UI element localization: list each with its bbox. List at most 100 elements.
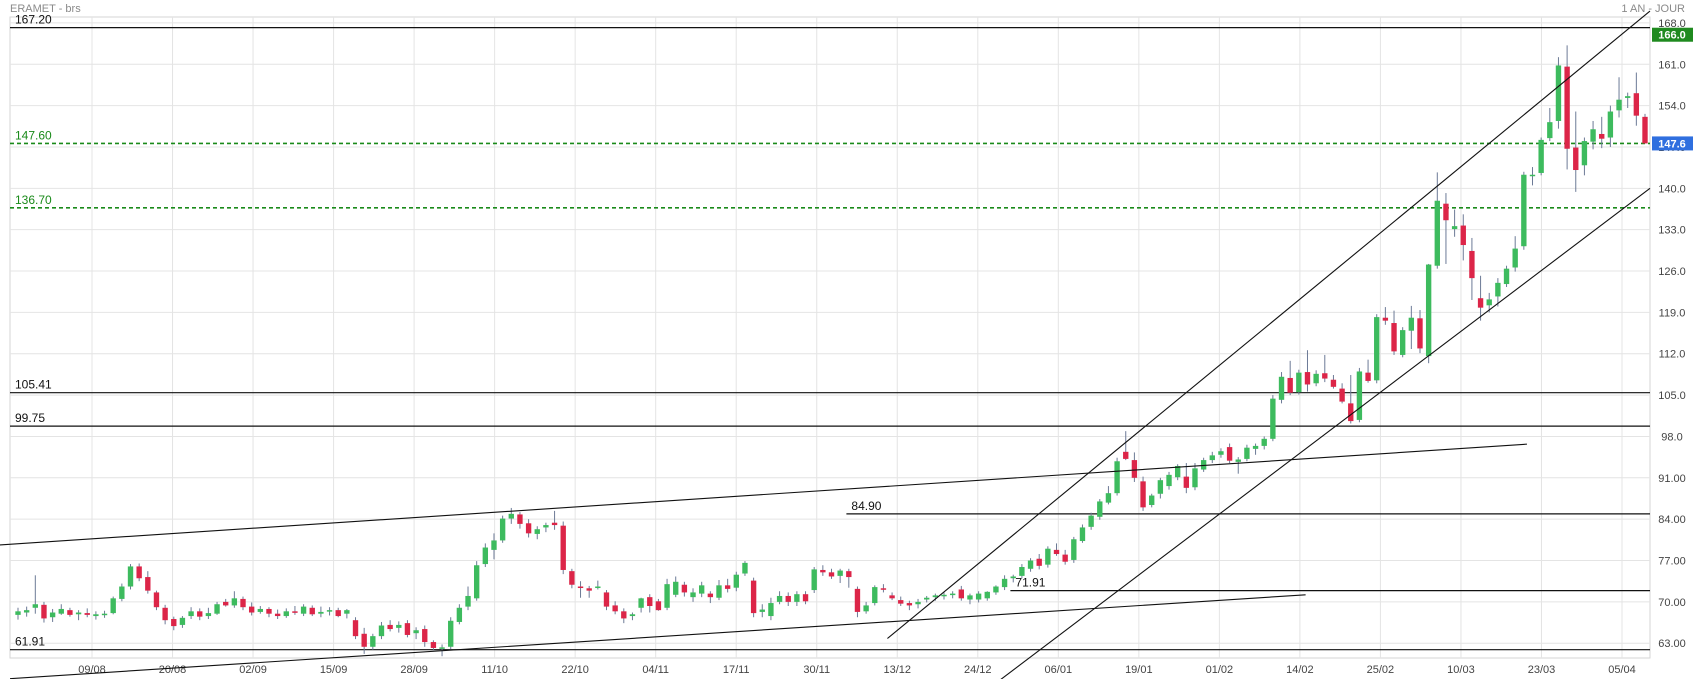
candle-up	[456, 607, 463, 622]
y-tick-label: 133.0	[1658, 225, 1686, 237]
candle-up	[1097, 501, 1103, 517]
candle-up	[23, 610, 30, 613]
x-tick-label: 04/11	[642, 664, 669, 676]
candle-up	[58, 608, 64, 614]
candle-up	[300, 606, 307, 614]
y-tick-label: 126.0	[1658, 266, 1686, 278]
candle-up	[508, 513, 514, 519]
period-label: 1 AN - JOUR	[1621, 3, 1685, 15]
candle-up	[811, 569, 817, 591]
x-tick-label: 30/11	[803, 664, 830, 676]
candle-up	[872, 587, 878, 604]
candle-up	[993, 586, 999, 593]
candle-down	[820, 569, 826, 573]
x-tick-label: 23/03	[1528, 664, 1556, 676]
candle-up	[534, 529, 540, 534]
candle-down	[612, 605, 618, 612]
candle-up	[32, 604, 38, 608]
level-label: 136.70	[15, 193, 52, 207]
candle-up	[1313, 373, 1319, 384]
candle-up	[1512, 248, 1518, 268]
trendline	[9, 594, 1306, 679]
candle-up	[1019, 567, 1025, 576]
candle-up	[1486, 299, 1492, 306]
candle-down	[1443, 203, 1449, 221]
candle-up	[1529, 174, 1536, 177]
candle-up	[984, 591, 990, 599]
candle-up	[1114, 461, 1120, 494]
y-tick-label: 154.0	[1658, 101, 1686, 113]
candle-down	[84, 613, 90, 615]
candle-up	[15, 611, 21, 615]
candle-down	[240, 598, 246, 608]
last-price-marker-label: 147.6	[1658, 138, 1686, 150]
candle-down	[266, 608, 272, 614]
candle-up	[1356, 371, 1363, 420]
trendline	[887, 10, 1651, 639]
candle-down	[248, 606, 255, 613]
x-tick-label: 02/09	[239, 664, 267, 676]
candle-down	[1564, 66, 1570, 149]
candle-down	[387, 624, 393, 630]
candle-down	[1339, 388, 1345, 402]
candle-up	[1071, 539, 1077, 560]
candle-up	[1027, 560, 1034, 569]
candle-down	[828, 572, 835, 577]
candle-up	[1625, 96, 1631, 98]
candle-up	[1408, 317, 1415, 331]
candle-up	[110, 598, 116, 614]
candle-down	[569, 571, 575, 585]
candle-down	[1348, 403, 1354, 422]
candle-up	[975, 593, 982, 600]
candle-up	[759, 609, 765, 612]
candle-up	[915, 601, 921, 605]
candle-up	[214, 604, 220, 614]
candle-down	[223, 601, 229, 606]
candle-down	[846, 571, 852, 578]
x-tick-label: 25/02	[1367, 664, 1395, 676]
candle-down	[361, 633, 367, 647]
candle-down	[525, 523, 532, 534]
candle-down	[785, 595, 791, 602]
candle-up	[1374, 317, 1380, 381]
candle-up	[1244, 447, 1250, 459]
candle-down	[1322, 373, 1328, 379]
y-tick-label: 98.0	[1661, 431, 1682, 443]
y-tick-label: 84.00	[1658, 514, 1686, 526]
candle-down	[551, 522, 558, 526]
level-label: 61.91	[15, 635, 45, 649]
candle-up	[1235, 459, 1241, 462]
candle-up	[1200, 460, 1207, 470]
last-price-marker-box	[1652, 136, 1693, 151]
candle-down	[1417, 318, 1423, 349]
candle-up	[1192, 468, 1198, 488]
candle-down	[1053, 549, 1060, 555]
candle-down	[898, 600, 904, 604]
candle-down	[802, 594, 809, 602]
candle-down	[274, 613, 281, 617]
candle-up	[863, 605, 869, 612]
x-tick-label: 11/10	[481, 664, 508, 676]
candle-down	[430, 642, 437, 648]
candle-up	[1157, 480, 1164, 494]
candle-down	[621, 611, 627, 619]
candle-up	[837, 570, 843, 576]
candle-up	[1045, 548, 1051, 565]
candle-down	[655, 601, 662, 611]
candle-down	[880, 588, 887, 590]
candle-up	[595, 586, 601, 589]
candle-down	[1123, 451, 1129, 459]
candle-up	[1149, 495, 1155, 505]
candle-up	[1547, 122, 1553, 139]
candle-up	[1270, 398, 1276, 439]
x-tick-label: 06/01	[1045, 664, 1073, 676]
candle-up	[924, 597, 930, 600]
candle-down	[586, 588, 592, 591]
candle-up	[1616, 99, 1622, 111]
candle-up	[949, 593, 956, 596]
candle-up	[1555, 65, 1562, 121]
candle-down	[750, 580, 757, 614]
candle-up	[326, 610, 333, 612]
y-tick-label: 70.00	[1658, 597, 1686, 609]
